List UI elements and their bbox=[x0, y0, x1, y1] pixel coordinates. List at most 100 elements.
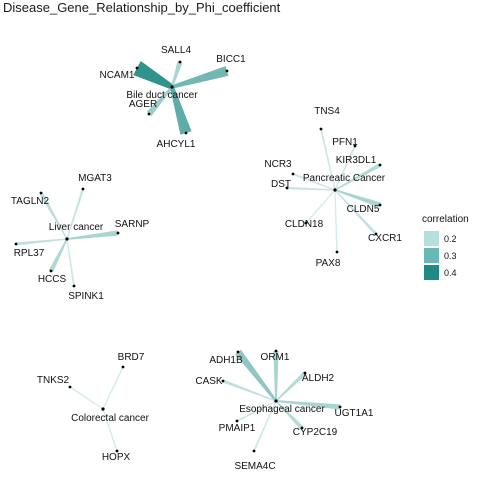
edge-colorectal-cancer-tnks2 bbox=[69, 386, 104, 410]
edge-pancreatic-cancer-pax8 bbox=[334, 190, 338, 252]
legend-swatch-0-4 bbox=[424, 265, 439, 280]
gene-node-ugt1a1 bbox=[338, 405, 342, 409]
edge-liver-cancer-hccs bbox=[48, 238, 68, 273]
gene-node-bicc1 bbox=[225, 69, 229, 73]
legend-swatch-0-2 bbox=[424, 231, 439, 246]
edge-liver-cancer-rpl37 bbox=[15, 238, 68, 246]
gene-node-cxcr1 bbox=[374, 232, 378, 236]
edge-esophageal-cancer-cask bbox=[222, 379, 277, 402]
gene-label-tnks2: TNKS2 bbox=[37, 375, 70, 386]
edge-bile-duct-cancer-ahcyl1 bbox=[170, 86, 192, 135]
edge-bile-duct-cancer-ager bbox=[146, 86, 173, 117]
gene-node-adh1b bbox=[236, 350, 240, 354]
disease-node-liver-cancer bbox=[65, 237, 69, 241]
gene-node-tns4 bbox=[319, 127, 323, 131]
edge-liver-cancer-tagln2 bbox=[39, 192, 68, 240]
gene-label-ager: AGER bbox=[129, 99, 157, 110]
edge-esophageal-cancer-sema4c bbox=[253, 400, 277, 452]
gene-node-orm1 bbox=[274, 349, 278, 353]
legend-title: correlation bbox=[422, 214, 469, 225]
gene-label-cxcr1: CXCR1 bbox=[368, 233, 402, 244]
gene-label-adh1b: ADH1B bbox=[209, 355, 243, 366]
legend-label-0-2: 0.2 bbox=[444, 234, 457, 244]
gene-node-dst bbox=[285, 186, 289, 190]
edge-pancreatic-cancer-cldn5 bbox=[334, 189, 381, 208]
disease-label-esophageal-cancer: Esophageal cancer bbox=[239, 404, 325, 415]
gene-node-tnks2 bbox=[68, 385, 72, 389]
gene-node-kir3dl1 bbox=[378, 163, 382, 167]
legend: correlation 0.2 0.3 0.4 bbox=[422, 214, 469, 280]
edge-pancreatic-cancer-cldn18 bbox=[305, 189, 336, 224]
gene-node-ncam1 bbox=[135, 66, 139, 70]
legend-label-0-4: 0.4 bbox=[444, 268, 457, 278]
edge-liver-cancer-spink1 bbox=[66, 238, 75, 287]
edge-bile-duct-cancer-bicc1 bbox=[171, 66, 229, 89]
edge-esophageal-cancer-aldh2 bbox=[275, 371, 307, 402]
edge-pancreatic-cancer-cxcr1 bbox=[334, 189, 378, 236]
gene-label-ugt1a1: UGT1A1 bbox=[335, 408, 374, 419]
gene-label-brd7: BRD7 bbox=[118, 352, 145, 363]
edge-pancreatic-cancer-dst bbox=[286, 186, 335, 191]
gene-label-cldn18: CLDN18 bbox=[285, 219, 324, 230]
nodes-layer bbox=[14, 60, 382, 453]
gene-node-mgat3 bbox=[81, 187, 85, 191]
gene-label-tns4: TNS4 bbox=[314, 106, 340, 117]
gene-label-hccs: HCCS bbox=[38, 274, 67, 285]
gene-label-kir3dl1: KIR3DL1 bbox=[336, 155, 377, 166]
gene-label-hopx: HOPX bbox=[102, 452, 131, 463]
gene-label-mgat3: MGAT3 bbox=[78, 173, 112, 184]
chart-title: Disease_Gene_Relationship_by_Phi_coeffic… bbox=[3, 0, 281, 15]
gene-node-cyp2c19 bbox=[300, 426, 304, 430]
gene-label-tagln2: TAGLN2 bbox=[11, 196, 50, 207]
labels-layer: NCAM1 SALL4 BICC1 AGER AHCYL1 Bile duct cance… bbox=[11, 45, 402, 472]
disease-label-liver-cancer: Liver cancer bbox=[49, 222, 104, 233]
gene-label-dst: DST bbox=[271, 179, 291, 190]
gene-node-rpl37 bbox=[14, 242, 18, 246]
edge-esophageal-cancer-adh1b bbox=[235, 349, 277, 402]
gene-node-cldn18 bbox=[304, 221, 308, 225]
gene-node-spink1 bbox=[72, 284, 76, 288]
disease-node-pancreatic-cancer bbox=[333, 188, 337, 192]
edge-bile-duct-cancer-sall4 bbox=[171, 61, 183, 88]
gene-label-pmaip1: PMAIP1 bbox=[219, 423, 256, 434]
legend-swatch-0-3 bbox=[424, 248, 439, 263]
gene-label-pfn1: PFN1 bbox=[332, 137, 358, 148]
disease-node-colorectal-cancer bbox=[101, 407, 105, 411]
disease-label-pancreatic-cancer: Pancreatic Cancer bbox=[303, 173, 386, 184]
edge-liver-cancer-mgat3 bbox=[66, 188, 85, 240]
edge-pancreatic-cancer-tns4 bbox=[320, 128, 336, 191]
edge-esophageal-cancer-pmaip1 bbox=[236, 400, 277, 422]
edge-esophageal-cancer-orm1 bbox=[273, 351, 279, 401]
gene-node-pmaip1 bbox=[235, 419, 239, 423]
gene-node-sema4c bbox=[252, 449, 256, 453]
gene-node-hopx bbox=[115, 449, 119, 453]
edge-bile-duct-cancer-ncam1 bbox=[133, 61, 174, 90]
gene-label-pax8: PAX8 bbox=[316, 258, 341, 269]
gene-label-sarnp: SARNP bbox=[115, 219, 150, 230]
gene-label-cldn5: CLDN5 bbox=[347, 204, 380, 215]
gene-label-rpl37: RPL37 bbox=[14, 248, 45, 259]
gene-label-orm1: ORM1 bbox=[261, 352, 290, 363]
legend-label-0-3: 0.3 bbox=[444, 251, 457, 261]
edges-layer bbox=[15, 61, 381, 452]
gene-node-pfn1 bbox=[353, 144, 357, 148]
disease-label-bile-duct-cancer: Bile duct cancer bbox=[126, 90, 198, 101]
edge-pancreatic-cancer-kir3dl1 bbox=[334, 163, 381, 191]
gene-node-cask bbox=[221, 379, 225, 383]
gene-node-pax8 bbox=[335, 250, 339, 254]
gene-label-ahcyl1: AHCYL1 bbox=[157, 139, 196, 150]
edge-colorectal-cancer-brd7 bbox=[102, 366, 124, 410]
disease-node-esophageal-cancer bbox=[274, 399, 278, 403]
gene-node-aldh2 bbox=[303, 371, 307, 375]
gene-label-sema4c: SEMA4C bbox=[234, 461, 275, 472]
gene-label-ncam1: NCAM1 bbox=[99, 70, 134, 81]
gene-node-brd7 bbox=[121, 365, 125, 369]
edge-esophageal-cancer-ugt1a1 bbox=[275, 400, 341, 410]
gene-node-tagln2 bbox=[39, 191, 43, 195]
gene-label-aldh2: ALDH2 bbox=[302, 373, 335, 384]
edge-colorectal-cancer-hopx bbox=[102, 408, 118, 452]
gene-node-ahcyl1 bbox=[184, 131, 188, 135]
disease-node-bile-duct-cancer bbox=[170, 85, 174, 89]
gene-node-sall4 bbox=[178, 60, 182, 64]
